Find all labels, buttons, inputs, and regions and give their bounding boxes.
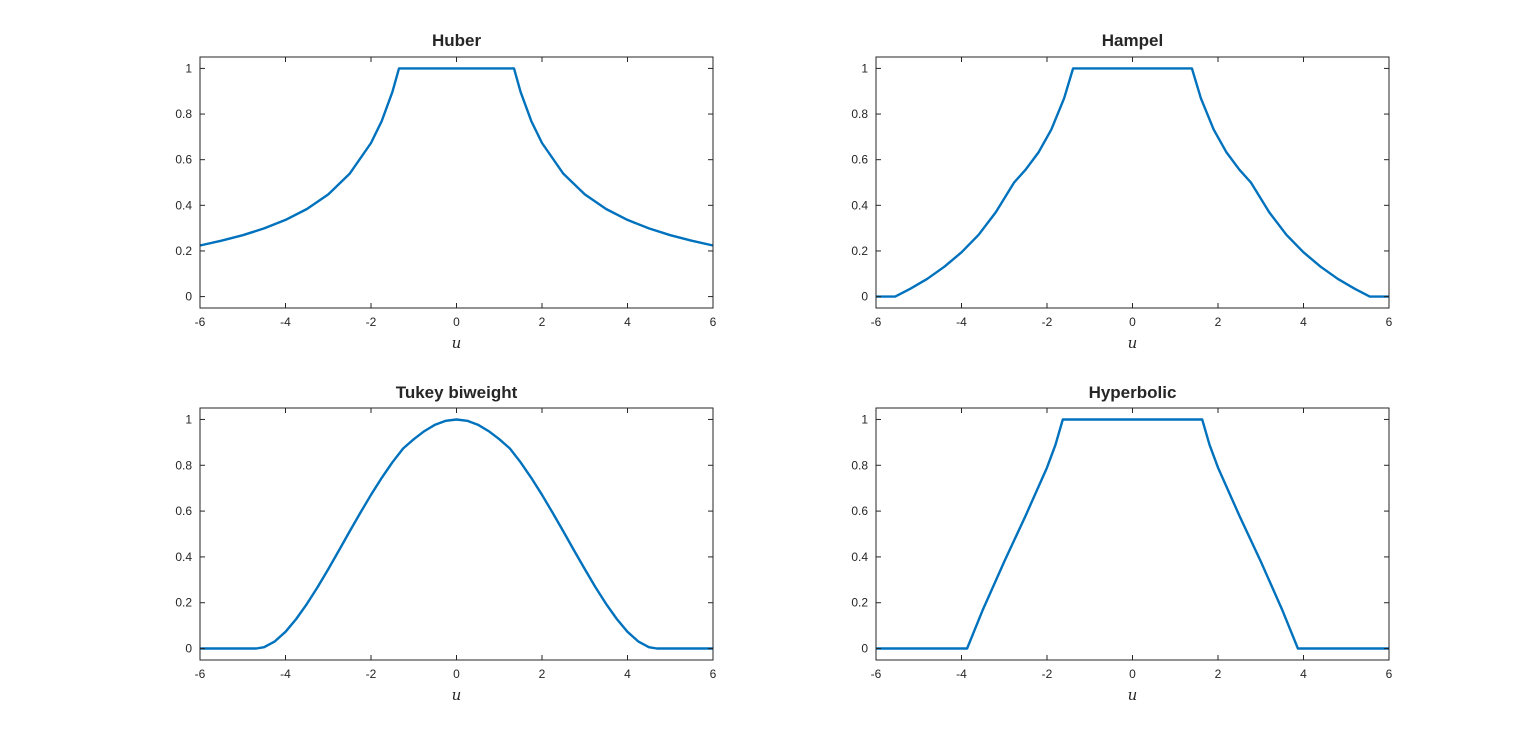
subplot-tukey-biweight: Tukey biweight -6 -4 -2 0 2 4 6 0 0.2 0.4 0.6 0.8 1 … — [175, 383, 717, 704]
axes-box — [875, 407, 1390, 661]
x-tick-label: -6 — [871, 315, 882, 329]
plot-axes: -6 -4 -2 0 2 4 6 0 0.2 0.4 0.6 0.8 1 — [175, 407, 717, 681]
y-tick-label: 0 — [185, 642, 192, 656]
y-tick-label: 0.6 — [851, 153, 868, 167]
x-tick-label: 4 — [1300, 667, 1307, 681]
y-tick-label: 0 — [185, 290, 192, 304]
weight-curve — [876, 67, 1389, 298]
subplot-title: Tukey biweight — [395, 383, 518, 402]
x-tick-label: -2 — [1042, 667, 1053, 681]
subplot-title: Hyperbolic — [1088, 383, 1177, 402]
x-tick-label: 0 — [453, 667, 460, 681]
x-tick-label: -6 — [195, 667, 206, 681]
plot-axes: -6 -4 -2 0 2 4 6 0 0.2 0.4 0.6 0.8 1 — [175, 56, 717, 329]
weight-curve — [199, 67, 714, 247]
x-tick-label: -6 — [871, 667, 882, 681]
x-tick-label: -4 — [956, 315, 967, 329]
y-tick-label: 0.8 — [175, 107, 192, 121]
y-tick-label: 0.4 — [851, 198, 868, 212]
x-tick-label: 6 — [710, 315, 717, 329]
y-tick-label: 0.4 — [175, 550, 192, 564]
y-tick-label: 0.6 — [175, 504, 192, 518]
y-tick-label: 0.4 — [851, 550, 868, 564]
y-tick-label: 1 — [185, 412, 192, 426]
y-tick-label: 0.2 — [175, 596, 192, 610]
y-tick-label: 0.4 — [175, 198, 192, 212]
x-axis-label: u — [1127, 686, 1138, 704]
x-tick-label: 0 — [453, 315, 460, 329]
x-tick-label: -4 — [956, 667, 967, 681]
y-tick-label: 0.2 — [851, 244, 868, 258]
subplot-title: Huber — [431, 31, 482, 50]
x-tick-label: 2 — [1215, 315, 1222, 329]
y-tick-label: 0.8 — [175, 458, 192, 472]
x-tick-label: -4 — [280, 315, 291, 329]
y-tick-label: 0 — [861, 642, 868, 656]
x-tick-label: 0 — [1129, 667, 1136, 681]
subplot-title: Hampel — [1101, 31, 1164, 50]
plot-axes: -6 -4 -2 0 2 4 6 0 0.2 0.4 0.6 0.8 1 — [851, 56, 1393, 329]
y-tick-label: 0.8 — [851, 107, 868, 121]
x-axis-label: u — [451, 686, 462, 704]
x-tick-label: 6 — [710, 667, 717, 681]
y-tick-label: 0.2 — [175, 244, 192, 258]
x-tick-label: -6 — [195, 315, 206, 329]
x-tick-label: 2 — [539, 315, 546, 329]
y-tick-label: 1 — [185, 61, 192, 75]
y-tick-label: 0.8 — [851, 458, 868, 472]
x-tick-label: 4 — [1300, 315, 1307, 329]
x-tick-label: 0 — [1129, 315, 1136, 329]
y-tick-label: 0 — [861, 290, 868, 304]
x-tick-label: -2 — [366, 315, 377, 329]
x-tick-label: 2 — [539, 667, 546, 681]
weight-curve — [876, 418, 1389, 650]
y-tick-label: 0.6 — [175, 153, 192, 167]
x-tick-label: -4 — [280, 667, 291, 681]
x-tick-label: 4 — [624, 667, 631, 681]
x-tick-label: 2 — [1215, 667, 1222, 681]
x-tick-label: 6 — [1386, 667, 1393, 681]
x-axis-label: u — [451, 334, 462, 352]
y-tick-label: 1 — [861, 61, 868, 75]
x-tick-label: -2 — [1042, 315, 1053, 329]
x-tick-label: -2 — [366, 667, 377, 681]
y-tick-label: 1 — [861, 412, 868, 426]
subplot-huber: Huber -6 -4 -2 0 2 4 6 0 0.2 0.4 0.6 0.8 1 u — [0, 0, 768, 372]
weight-curve — [200, 418, 713, 650]
x-axis-label: u — [1127, 334, 1138, 352]
x-tick-label: 6 — [1386, 315, 1393, 329]
y-tick-label: 0.2 — [851, 596, 868, 610]
x-tick-label: 4 — [624, 315, 631, 329]
subplot-hampel: Hampel -6 -4 -2 0 2 4 6 0 0.2 0.4 0.6 0.8 1 u — [851, 31, 1393, 352]
y-tick-label: 0.6 — [851, 504, 868, 518]
